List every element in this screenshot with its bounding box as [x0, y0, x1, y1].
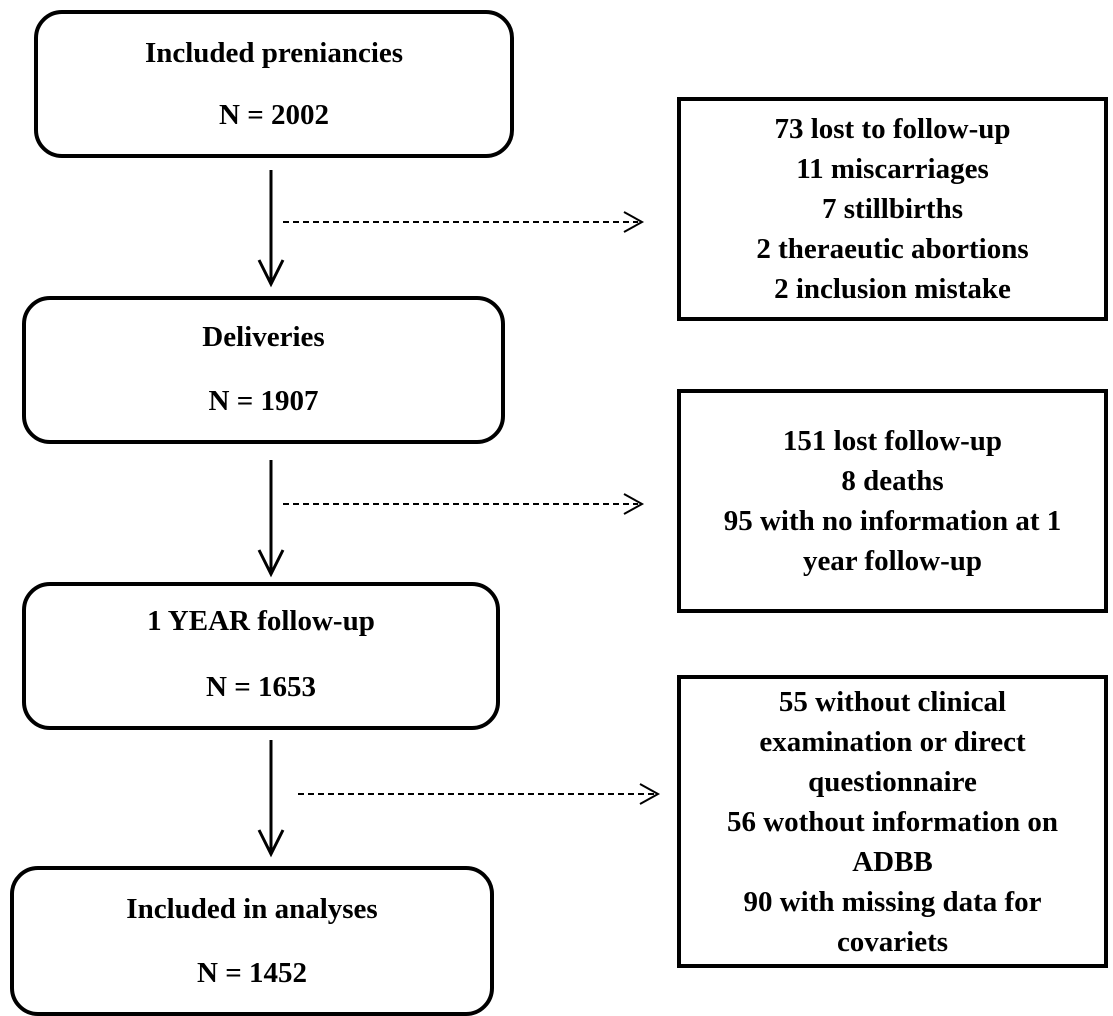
stage-count: N = 2002: [219, 99, 329, 131]
exclusion-line: covariets: [836, 925, 949, 958]
stage-count: N = 1653: [206, 671, 316, 703]
exclusion-line: 95 with no information at 1: [723, 505, 1062, 537]
exclusion-line: 55 without clinical: [778, 685, 1007, 718]
exclusion-line: year follow-up: [802, 545, 983, 577]
stage-box-one-year-follow-up: 1 YEAR follow-up N = 1653: [22, 582, 500, 730]
stage-count: N = 1907: [208, 385, 319, 417]
exclusion-arrow-1: [283, 211, 645, 233]
exclusion-line: 7 stillbirths: [822, 193, 963, 225]
stage-box-included-pregnancies: Included preniancies N = 2002: [34, 10, 514, 158]
exclusion-arrow-3: [298, 783, 661, 805]
stage-title: Included in analyses: [126, 893, 378, 925]
down-arrow-1: [257, 170, 285, 288]
exclusion-box-3: 55 without clinical examination or direc…: [677, 675, 1108, 968]
stage-title: 1 YEAR follow-up: [147, 605, 375, 637]
exclusion-line: 2 theraeutic abortions: [756, 233, 1029, 265]
exclusion-line: examination or direct: [759, 725, 1026, 758]
exclusion-arrow-2: [283, 493, 645, 515]
exclusion-line: 56 wothout information on: [726, 805, 1059, 838]
stage-box-deliveries: Deliveries N = 1907: [22, 296, 505, 444]
stage-box-included-in-analyses: Included in analyses N = 1452: [10, 866, 494, 1016]
stage-count: N = 1452: [197, 957, 307, 989]
exclusion-line: 90 with missing data for: [743, 885, 1042, 918]
stage-title: Included preniancies: [144, 37, 404, 69]
exclusion-box-1: 73 lost to follow-up 11 miscarriages 7 s…: [677, 97, 1108, 321]
exclusion-line: ADBB: [852, 845, 933, 878]
exclusion-box-2: 151 lost follow-up 8 deaths 95 with no i…: [677, 389, 1108, 613]
down-arrow-2: [257, 460, 285, 578]
down-arrow-3: [257, 740, 285, 858]
exclusion-line: 2 inclusion mistake: [774, 273, 1011, 305]
exclusion-line: questionnaire: [808, 765, 977, 798]
exclusion-line: 8 deaths: [841, 465, 944, 497]
exclusion-line: 11 miscarriages: [796, 153, 989, 185]
stage-title: Deliveries: [202, 321, 325, 353]
exclusion-line: 73 lost to follow-up: [774, 113, 1011, 145]
exclusion-line: 151 lost follow-up: [782, 425, 1003, 457]
